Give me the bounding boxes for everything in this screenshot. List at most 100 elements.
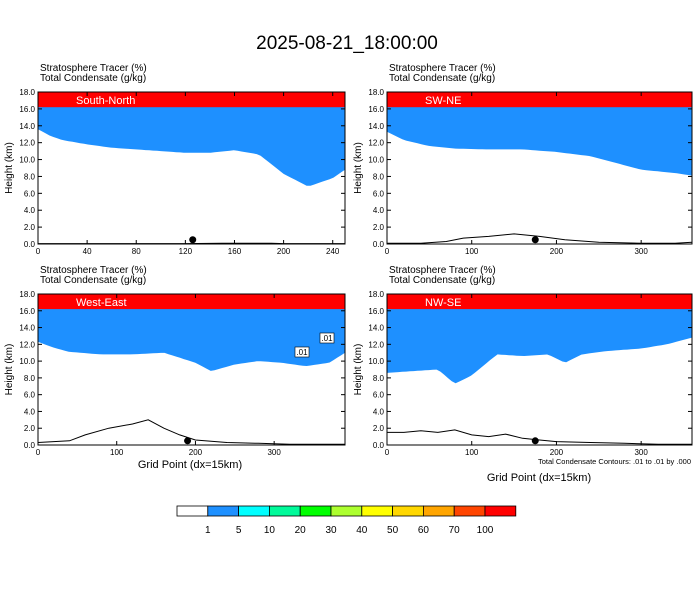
colorbar-level-label: 70 [449,525,461,536]
location-marker [531,236,539,244]
location-marker [531,437,539,445]
y-tick-label: 6.0 [373,189,385,198]
contour-label: .01 [294,346,310,358]
y-tick-label: 6.0 [24,391,36,400]
contour-note: Total Condensate Contours: .01 to .01 by… [538,457,691,466]
x-tick-label: 300 [267,448,281,457]
colorbar-level-label: 30 [325,525,337,536]
cross-section-name: NW-SE [425,297,461,309]
y-tick-label: 16.0 [368,307,384,316]
y-tick-label: 2.0 [24,424,36,433]
colorbar-swatch-7 [392,505,424,517]
colorbar-swatch-2 [238,505,270,517]
x-tick-label: 120 [179,247,193,256]
y-tick-label: 16.0 [19,105,35,114]
colorbar-level-label: 60 [418,525,430,536]
axes-frame [386,293,693,446]
y-tick-label: 4.0 [24,206,36,215]
x-tick-label: 300 [634,448,648,457]
y-tick-label: 2.0 [373,223,385,232]
colorbar-swatch-3 [268,505,301,517]
contour-label: .01 [319,332,335,344]
colorbar-level-label: 50 [387,525,399,536]
variable-label-2: Total Condensate (g/kg) [40,275,146,286]
variable-label-1: Stratosphere Tracer (%) [40,63,147,74]
x-tick-label: 0 [385,448,390,457]
y-axis-label: Height (km) [353,344,364,396]
colorbar-level-label: 5 [236,525,242,536]
cross-section-name: South-North [76,95,135,107]
panel-west-east: 0.0 2.0 4.0 6.0 8.0 10.0 12.0 14.0 16.0 18.0 0 100 2… [4,265,346,457]
y-tick-label: 14.0 [368,122,384,131]
colorbar-level-label: 1 [205,525,211,536]
x-tick-label: 240 [326,247,340,256]
variable-label-2: Total Condensate (g/kg) [389,73,495,84]
panels: 0.0 2.0 4.0 6.0 8.0 10.0 12.0 14.0 16.0 18.0 0 40 80… [4,63,693,457]
colorbar-level-label: 40 [356,525,368,536]
axes-frame [37,293,346,446]
panel-south-north: 0.0 2.0 4.0 6.0 8.0 10.0 12.0 14.0 16.0 18.0 0 40 80… [4,63,346,256]
y-tick-label: 14.0 [19,122,35,131]
x-tick-label: 0 [36,247,41,256]
y-tick-label: 14.0 [368,324,384,333]
x-tick-label: 200 [189,448,203,457]
y-tick-label: 4.0 [24,407,36,416]
y-tick-label: 6.0 [24,189,36,198]
plot-area [387,92,692,244]
x-tick-label: 0 [36,448,41,457]
tracer-band-9 [38,294,345,371]
variable-label-1: Stratosphere Tracer (%) [389,63,496,74]
y-tick-label: 18.0 [19,88,35,97]
axes-frame [386,91,693,245]
colorbar-swatch-9 [453,505,486,517]
colorbar-swatch-0 [176,505,209,517]
terrain-line [38,419,345,445]
colorbar-level-label: 10 [264,525,276,536]
panel-sw-ne: 0.0 2.0 4.0 6.0 8.0 10.0 12.0 14.0 16.0 18.0 0 100 2… [353,63,693,256]
y-tick-label: 18.0 [19,290,35,299]
y-axis-label: Height (km) [4,142,15,194]
tracer-band-9 [387,92,692,176]
tracer-top-layer [387,294,692,310]
svg-text:.01: .01 [321,334,333,343]
tracer-top-layer [38,92,345,108]
y-tick-label: 0.0 [373,441,385,450]
x-tick-label: 40 [83,247,92,256]
terrain-line [387,429,692,445]
variable-label-2: Total Condensate (g/kg) [40,73,146,84]
axes-frame [37,91,346,245]
y-tick-label: 18.0 [368,290,384,299]
x-axis-label-right: Grid Point (dx=15km) [487,472,591,484]
cross-section-name: SW-NE [425,95,461,107]
tracer-top-layer [38,294,345,310]
x-tick-label: 300 [634,247,648,256]
variable-label-1: Stratosphere Tracer (%) [389,265,496,276]
colorbar-swatch-1 [207,505,240,517]
y-tick-label: 0.0 [24,441,36,450]
colorbar-level-label: 100 [477,525,494,536]
y-tick-label: 14.0 [19,324,35,333]
y-tick-label: 16.0 [368,105,384,114]
panel-nw-se: 0.0 2.0 4.0 6.0 8.0 10.0 12.0 14.0 16.0 18.0 0 100 2… [353,265,693,457]
y-axis-label: Height (km) [353,142,364,194]
colorbar-level-label: 20 [295,525,307,536]
figure-title: 2025-08-21_18:00:00 [256,33,438,54]
x-tick-label: 160 [228,247,242,256]
y-tick-label: 10.0 [368,357,384,366]
tracer-band-9 [387,294,692,384]
colorbar-swatch-6 [361,505,393,517]
cross-section-name: West-East [76,297,127,309]
colorbar-swatch-4 [299,505,332,517]
y-tick-label: 18.0 [368,88,384,97]
x-tick-label: 200 [550,448,564,457]
y-tick-label: 8.0 [24,374,36,383]
x-tick-label: 100 [110,448,124,457]
x-tick-label: 100 [465,247,479,256]
terrain-line [387,233,692,244]
y-tick-label: 2.0 [373,424,385,433]
y-tick-label: 10.0 [19,357,35,366]
plot-area [387,294,692,445]
colorbar-swatch-8 [422,505,455,517]
y-tick-label: 12.0 [19,340,35,349]
